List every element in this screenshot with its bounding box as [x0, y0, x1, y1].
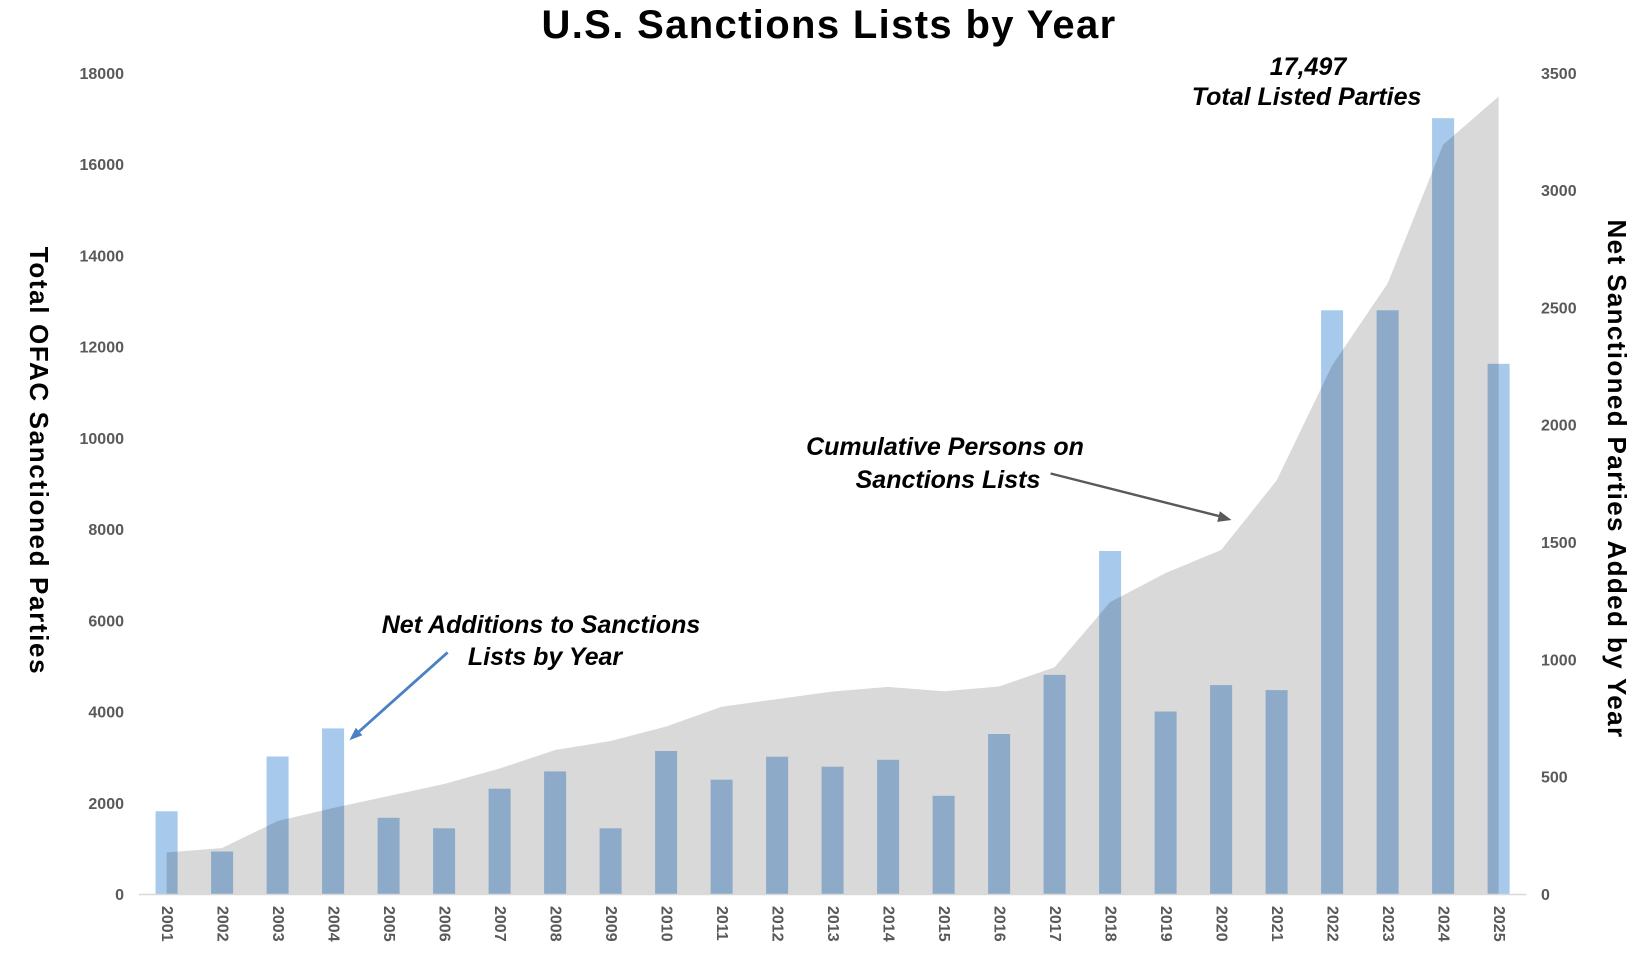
svg-text:2020: 2020: [1213, 906, 1230, 942]
svg-text:8000: 8000: [88, 522, 124, 539]
svg-text:2009: 2009: [602, 906, 619, 942]
svg-text:3000: 3000: [1541, 183, 1577, 200]
svg-text:Net Additions to Sanctions: Net Additions to Sanctions: [382, 611, 701, 639]
svg-text:14000: 14000: [80, 248, 125, 265]
svg-text:2015: 2015: [935, 906, 952, 942]
svg-text:2010: 2010: [658, 906, 675, 942]
svg-text:2012: 2012: [769, 906, 786, 942]
svg-text:2013: 2013: [824, 906, 841, 942]
svg-text:2002: 2002: [214, 906, 231, 942]
svg-text:2025: 2025: [1490, 906, 1507, 942]
svg-text:2021: 2021: [1268, 906, 1285, 942]
svg-text:16000: 16000: [80, 157, 125, 174]
svg-text:Total Listed Parties: Total Listed Parties: [1192, 83, 1422, 111]
svg-text:2500: 2500: [1541, 300, 1577, 317]
svg-text:3500: 3500: [1541, 66, 1577, 83]
svg-text:2003: 2003: [269, 906, 286, 942]
svg-text:2004: 2004: [325, 906, 342, 942]
svg-text:2005: 2005: [380, 906, 397, 942]
svg-text:Cumulative Persons on: Cumulative Persons on: [806, 433, 1084, 461]
svg-text:2022: 2022: [1324, 906, 1341, 942]
svg-text:Lists by Year: Lists by Year: [468, 643, 624, 671]
svg-text:2001: 2001: [158, 906, 175, 942]
svg-text:2000: 2000: [1541, 418, 1577, 435]
svg-text:0: 0: [1541, 887, 1550, 904]
svg-text:0: 0: [115, 887, 124, 904]
svg-text:10000: 10000: [80, 431, 125, 448]
svg-text:2023: 2023: [1379, 906, 1396, 942]
svg-text:6000: 6000: [88, 613, 124, 630]
svg-text:1000: 1000: [1541, 652, 1577, 669]
svg-text:4000: 4000: [88, 705, 124, 722]
svg-text:2024: 2024: [1435, 906, 1452, 942]
svg-text:2014: 2014: [880, 906, 897, 942]
svg-text:2007: 2007: [491, 906, 508, 942]
svg-text:U.S. Sanctions Lists by Year: U.S. Sanctions Lists by Year: [541, 3, 1116, 47]
svg-text:2019: 2019: [1157, 906, 1174, 942]
svg-text:2006: 2006: [436, 906, 453, 942]
svg-text:Total OFAC Sanctioned Parties: Total OFAC Sanctioned Parties: [24, 247, 54, 675]
svg-text:2011: 2011: [713, 906, 730, 941]
svg-text:Sanctions Lists: Sanctions Lists: [856, 466, 1041, 494]
svg-text:18000: 18000: [80, 66, 125, 83]
svg-text:1500: 1500: [1541, 535, 1577, 552]
svg-text:2018: 2018: [1102, 906, 1119, 942]
svg-text:17,497: 17,497: [1270, 53, 1348, 81]
svg-text:2016: 2016: [991, 906, 1008, 942]
svg-text:Net Sanctioned Parties Added b: Net Sanctioned Parties Added by Year: [1602, 220, 1632, 739]
svg-text:500: 500: [1541, 770, 1568, 787]
svg-text:2008: 2008: [547, 906, 564, 942]
svg-text:12000: 12000: [80, 340, 125, 357]
svg-text:2017: 2017: [1046, 906, 1063, 942]
svg-text:2000: 2000: [88, 796, 124, 813]
